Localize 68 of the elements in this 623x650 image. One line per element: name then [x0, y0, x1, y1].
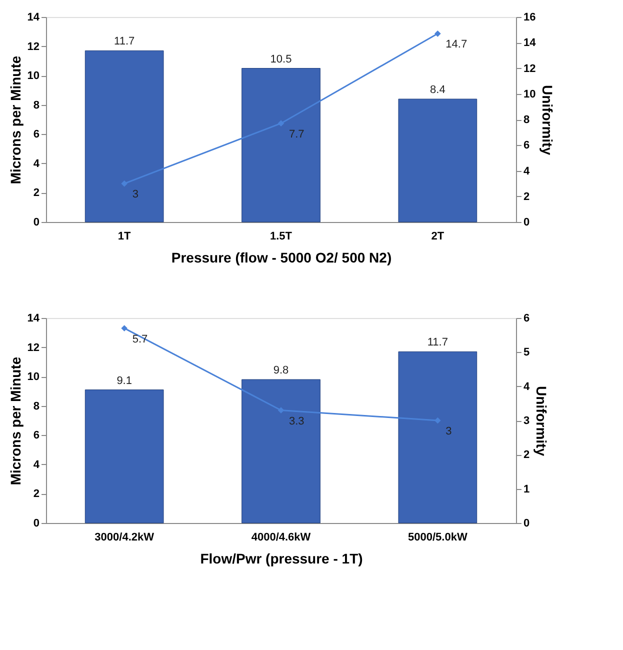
data-label: 14.7 — [446, 38, 468, 51]
y2-tick-label: 6 — [524, 312, 530, 324]
y-tick-label: 14 — [27, 12, 40, 24]
x-tick-label: 1.5T — [270, 230, 292, 242]
data-label: 9.1 — [116, 374, 132, 387]
bar — [242, 68, 320, 222]
y2-tick-label: 10 — [524, 88, 536, 100]
y2-tick-label: 14 — [524, 37, 537, 50]
data-label: 3 — [132, 188, 138, 201]
y2-tick-label: 0 — [524, 216, 530, 228]
point — [121, 325, 128, 332]
y-tick-label: 8 — [33, 400, 40, 412]
y2-tick-label: 12 — [524, 62, 536, 75]
y2-tick-label: 2 — [524, 190, 530, 203]
y2-axis-title: Uniformity — [540, 85, 556, 156]
y-axis-title: Microns per Minute — [7, 56, 24, 184]
y-tick-label: 14 — [27, 312, 40, 324]
bar — [84, 390, 164, 524]
y-tick-label: 0 — [33, 518, 40, 530]
x-tick-label: 4000/4.6kW — [251, 532, 312, 544]
point — [434, 30, 441, 37]
x-tick-label: 2T — [431, 230, 444, 242]
point — [434, 417, 441, 424]
data-label: 10.5 — [270, 53, 292, 66]
y-tick-label: 6 — [33, 430, 40, 442]
y2-axis-title: Uniformity — [534, 386, 550, 456]
y2-tick-label: 6 — [524, 140, 530, 152]
y2-tick-label: 1 — [524, 483, 530, 496]
y-tick-label: 4 — [33, 458, 40, 471]
data-label: 9.8 — [273, 364, 289, 376]
y2-tick-label: 2 — [524, 449, 530, 462]
y-tick-label: 6 — [33, 128, 40, 141]
bar — [84, 50, 164, 222]
data-label: 8.4 — [430, 84, 446, 96]
bar — [398, 98, 478, 222]
x-tick-label: 1T — [118, 230, 132, 242]
y2-tick-label: 0 — [524, 518, 530, 530]
data-label: 3.3 — [289, 415, 304, 428]
data-label: 3 — [446, 426, 452, 438]
point — [278, 120, 284, 127]
data-label: 7.7 — [289, 128, 304, 140]
y2-tick-label: 4 — [524, 380, 530, 393]
y-tick-label: 12 — [27, 342, 40, 354]
y-tick-label: 10 — [27, 371, 40, 384]
y-tick-label: 10 — [27, 70, 40, 82]
y2-tick-label: 5 — [524, 346, 530, 359]
y-tick-label: 2 — [33, 187, 40, 200]
data-label: 11.7 — [427, 336, 448, 349]
point — [121, 180, 128, 187]
y-tick-label: 8 — [33, 99, 40, 112]
y2-tick-label: 4 — [524, 165, 530, 178]
data-label: 11.7 — [114, 36, 135, 48]
x-axis-title: Pressure (flow - 5000 O2/ 500 N2) — [171, 250, 392, 266]
y-tick-label: 12 — [27, 40, 40, 53]
bar — [398, 351, 478, 524]
x-tick-label: 3000/4.2kW — [94, 532, 155, 544]
y-axis-title: Microns per Minute — [7, 356, 24, 486]
bar — [242, 379, 320, 524]
point — [278, 407, 284, 414]
y-tick-label: 0 — [33, 216, 40, 228]
x-axis-title: Flow/Pwr (pressure - 1T) — [200, 550, 363, 566]
y-tick-label: 2 — [33, 488, 40, 500]
y2-tick-label: 8 — [524, 114, 530, 126]
y-tick-label: 4 — [33, 158, 40, 170]
data-label: 5.7 — [132, 333, 148, 346]
y2-tick-label: 16 — [524, 12, 536, 24]
x-tick-label: 5000/5.0kW — [408, 532, 468, 544]
y2-tick-label: 3 — [524, 415, 530, 427]
